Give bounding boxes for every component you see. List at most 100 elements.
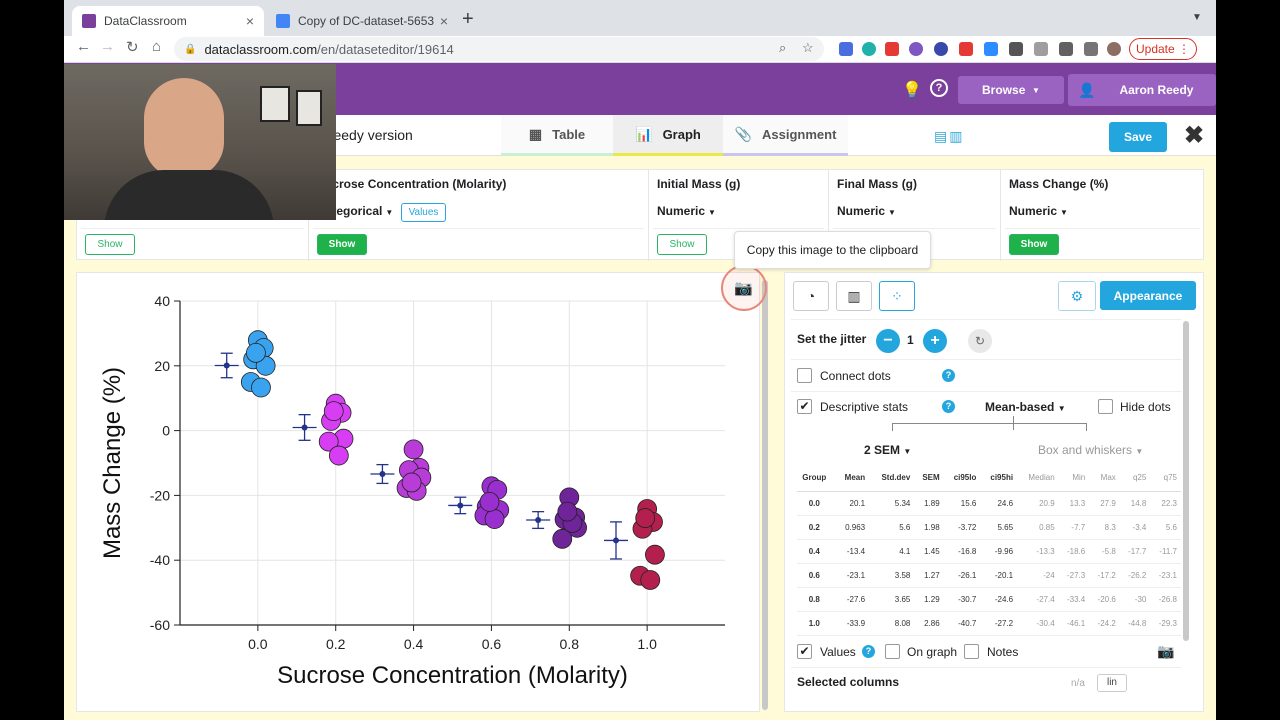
table-cell: -3.72 <box>943 515 981 540</box>
sem-dropdown[interactable]: 2 SEM ▼ <box>864 443 911 457</box>
extension-icon[interactable] <box>959 42 973 56</box>
tab-search-icon[interactable]: ▼ <box>1192 12 1202 23</box>
paperclip-icon: 📎 <box>734 125 753 142</box>
caret-down-icon: ▼ <box>708 208 716 217</box>
column-type-dropdown[interactable]: Numeric ▼ <box>1009 204 1068 218</box>
table-cell: -16.8 <box>943 539 981 564</box>
box-whiskers-dropdown[interactable]: Box and whiskers ▼ <box>1038 443 1143 457</box>
camera-icon[interactable]: 📷 <box>734 280 753 297</box>
column-type-dropdown[interactable]: Numeric ▼ <box>657 204 716 218</box>
column-type-dropdown[interactable]: Numeric ▼ <box>837 204 896 218</box>
hide-dots-checkbox[interactable] <box>1098 399 1113 414</box>
browse-button[interactable]: Browse ▼ <box>958 76 1064 104</box>
browser-tab-google-doc[interactable]: Copy of DC-dataset-5653-atta × <box>266 6 458 36</box>
mean-based-dropdown[interactable]: Mean-based ▼ <box>985 400 1066 414</box>
help-icon[interactable]: ? <box>942 369 955 382</box>
profile-avatar-icon[interactable] <box>1107 42 1121 56</box>
table-cell: -26.2 <box>1119 563 1151 588</box>
divider <box>791 319 1181 320</box>
table-cell: 0.0 <box>797 491 836 516</box>
tab-strip: DataClassroom × Copy of DC-dataset-5653-… <box>64 0 1216 36</box>
help-icon[interactable]: ? <box>930 79 948 97</box>
descriptive-stats-checkbox[interactable]: ✔ <box>797 399 812 414</box>
close-icon[interactable]: ✖ <box>1184 122 1205 149</box>
connect-dots-checkbox[interactable] <box>797 368 812 383</box>
histogram-icon[interactable]: ▥ <box>836 281 872 311</box>
x-axis-label: Sucrose Concentration (Molarity) <box>277 662 628 689</box>
update-button[interactable]: Update ⋮ <box>1129 38 1197 60</box>
table-cell: 3.65 <box>869 587 915 612</box>
tab-assignment[interactable]: 📎 Assignment <box>723 115 848 156</box>
tab-graph[interactable]: 📊 Graph <box>613 115 723 156</box>
show-button[interactable]: Show <box>657 234 707 255</box>
divider <box>833 228 996 229</box>
x-tick-label: 0.4 <box>404 636 424 652</box>
extension-icon[interactable] <box>862 42 876 56</box>
extension-icon[interactable] <box>1034 42 1048 56</box>
pie-chart-icon[interactable]: ◔ <box>793 281 829 311</box>
new-tab-button[interactable]: + <box>462 8 474 30</box>
extension-icon[interactable] <box>839 42 853 56</box>
table-header-cell: Group <box>797 465 836 492</box>
options-scrollbar[interactable] <box>1183 321 1189 641</box>
y-tick-label: 20 <box>154 358 170 374</box>
table-header-cell: SEM <box>914 465 944 492</box>
on-graph-checkbox[interactable] <box>885 644 900 659</box>
column-card: Show <box>77 170 309 261</box>
scatter-plot-icon[interactable]: ⁘ <box>879 281 915 311</box>
divider <box>313 228 644 229</box>
forward-icon[interactable]: → <box>100 38 115 55</box>
jitter-increase-button[interactable]: + <box>923 329 947 353</box>
show-button[interactable]: Show <box>1009 234 1059 255</box>
column-type-label: Numeric <box>657 204 706 218</box>
extension-icon[interactable] <box>909 42 923 56</box>
camera-icon[interactable]: 📷 <box>1157 643 1175 659</box>
show-button[interactable]: Show <box>317 234 367 255</box>
data-point <box>403 439 424 460</box>
data-point <box>635 508 656 528</box>
scatter-chart: 40 20 0 -20 -40 -60 0.0 0.2 0.4 0.6 0.8 1.0 Sucrose … <box>99 293 725 689</box>
tab-table[interactable]: ▦ Table <box>501 115 613 156</box>
table-cell: 13.3 <box>1058 491 1090 516</box>
refresh-jitter-icon[interactable]: ↻ <box>968 329 992 353</box>
values-button[interactable]: Values <box>401 203 446 222</box>
graph-scrollbar[interactable] <box>762 280 768 710</box>
zoom-icon[interactable]: ⌕ <box>779 40 787 55</box>
help-icon[interactable]: ? <box>862 645 875 658</box>
appearance-button[interactable]: Appearance <box>1100 281 1196 310</box>
user-menu-button[interactable]: 👤 Aaron Reedy <box>1068 74 1216 106</box>
table-cell: -17.7 <box>1119 539 1151 564</box>
appearance-icon[interactable]: ⚙ <box>1058 281 1096 311</box>
home-icon[interactable]: ⌂ <box>152 38 162 55</box>
extensions-puzzle-icon[interactable] <box>1059 42 1073 56</box>
show-button[interactable]: Show <box>85 234 135 255</box>
lin-toggle[interactable]: lin <box>1097 674 1127 692</box>
table-header-cell: ci95lo <box>943 465 981 492</box>
back-icon[interactable]: ← <box>76 38 91 55</box>
table-row: 0.8 -27.6 3.65 1.29 -30.7 -24.6 -27.4 -33.4 -20.… <box>797 587 1181 612</box>
tab-close-icon[interactable]: × <box>439 13 448 29</box>
address-bar[interactable]: 🔒 dataclassroom.com/en/dataseteditor/196… <box>174 37 824 61</box>
bookmark-star-icon[interactable]: ☆ <box>802 40 814 55</box>
webcam-overlay <box>64 64 336 220</box>
layout-toggle-icon[interactable]: ▤▥ <box>934 128 965 144</box>
notes-checkbox[interactable] <box>964 644 979 659</box>
extension-icon[interactable] <box>934 42 948 56</box>
table-row: 1.0 -33.9 8.08 2.86 -40.7 -27.2 -30.4 -46.1 -24.… <box>797 611 1181 636</box>
reading-list-icon[interactable] <box>1084 42 1098 56</box>
lightbulb-icon[interactable]: 💡 <box>902 82 922 99</box>
url-path: /en/dataseteditor/19614 <box>317 41 454 57</box>
reload-icon[interactable]: ↻ <box>126 39 139 56</box>
extension-icon[interactable] <box>885 42 899 56</box>
values-checkbox[interactable]: ✔ <box>797 644 812 659</box>
save-button[interactable]: Save <box>1109 122 1167 152</box>
browser-tab-dataclassroom[interactable]: DataClassroom × <box>72 6 264 36</box>
jitter-decrease-button[interactable]: − <box>876 329 900 353</box>
table-cell: -23.1 <box>835 563 870 588</box>
zoom-extension-icon[interactable] <box>984 42 998 56</box>
column-card-mass-change: Mass Change (%) Numeric ▼ Show <box>1001 170 1204 261</box>
mean-marker <box>379 471 386 478</box>
tab-close-icon[interactable]: × <box>245 13 254 29</box>
help-icon[interactable]: ? <box>942 400 955 413</box>
extension-icon[interactable] <box>1009 42 1023 56</box>
